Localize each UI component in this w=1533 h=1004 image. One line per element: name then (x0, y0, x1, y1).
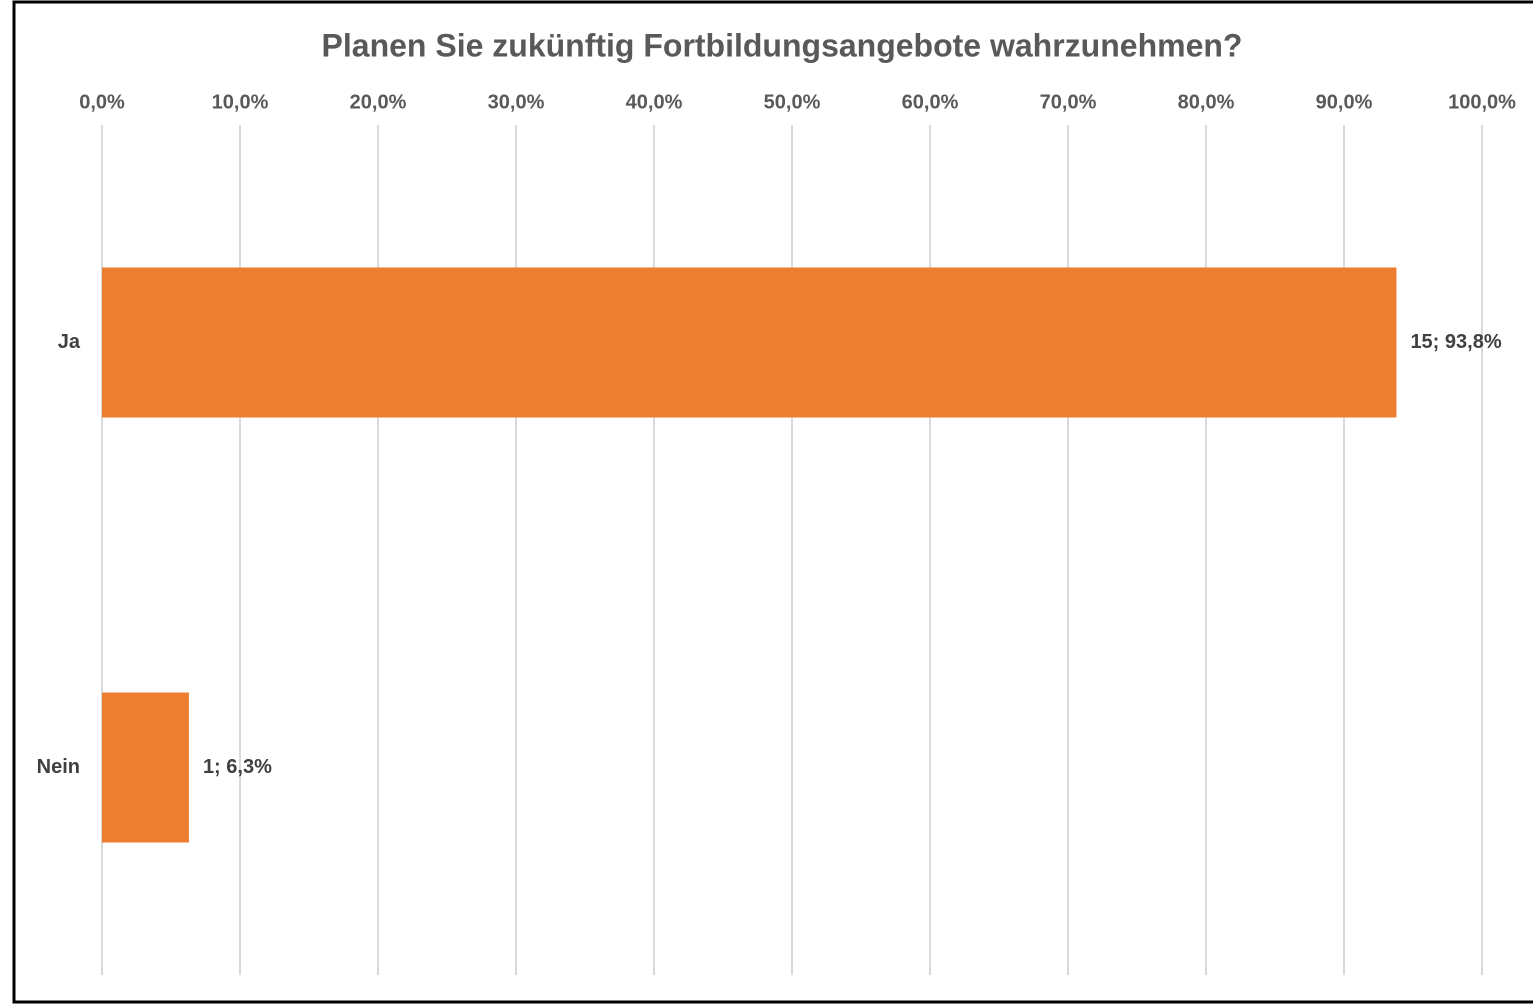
bar (102, 692, 189, 843)
x-tick-label: 40,0% (626, 91, 683, 113)
chart-border (12, 0, 1533, 1004)
x-tick-label: 30,0% (488, 91, 545, 113)
data-label: 15; 93,8% (1410, 331, 1501, 353)
x-tick-label: 100,0% (1448, 91, 1516, 113)
x-tick-label: 0,0% (79, 91, 125, 113)
chart-title: Planen Sie zukünftig Fortbildungsangebot… (322, 27, 1243, 63)
bar (102, 267, 1397, 418)
data-label: 1; 6,3% (203, 756, 272, 778)
x-tick-label: 80,0% (1178, 91, 1235, 113)
x-tick-label: 50,0% (764, 91, 821, 113)
category-label: Nein (37, 756, 80, 778)
category-label: Ja (58, 331, 81, 353)
x-tick-label: 20,0% (350, 91, 407, 113)
x-tick-label: 70,0% (1040, 91, 1097, 113)
x-tick-label: 10,0% (212, 91, 269, 113)
x-tick-label: 60,0% (902, 91, 959, 113)
x-tick-label: 90,0% (1316, 91, 1373, 113)
